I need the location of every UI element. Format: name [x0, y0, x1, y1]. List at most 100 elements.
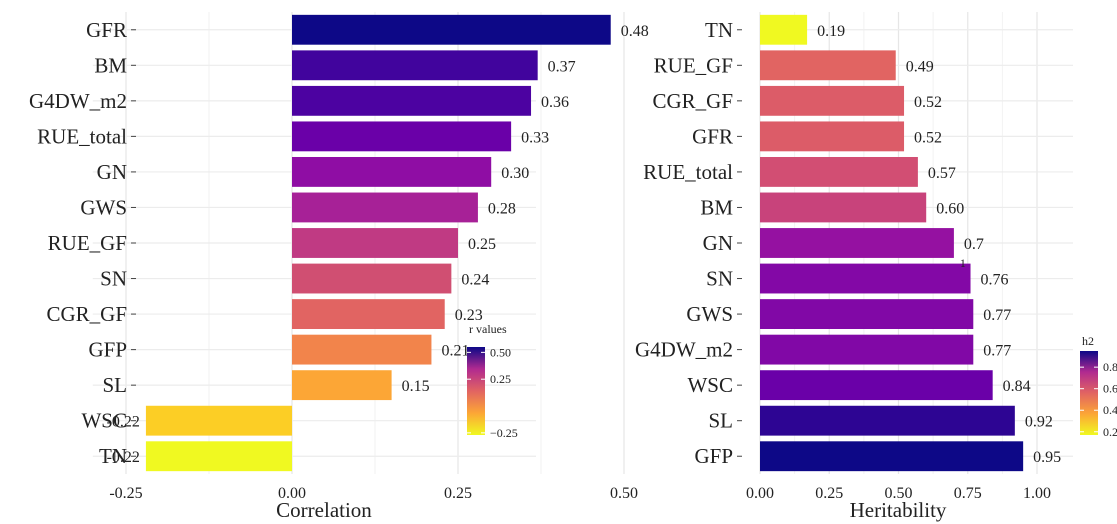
correlation-x-tick-label: 0.00	[278, 485, 306, 502]
heritability-category-label: BM	[700, 195, 733, 219]
heritability-x-tick-label: 0.25	[815, 485, 843, 502]
heritability-legend-tick-label: 0.4	[1103, 403, 1117, 417]
correlation-category-label: BM	[94, 53, 127, 77]
heritability-bar	[760, 299, 974, 330]
correlation-category-label: GN	[97, 160, 127, 184]
heritability-value-label: 0.7	[964, 236, 984, 253]
heritability-bar	[760, 334, 974, 365]
correlation-value-label: 0.37	[548, 58, 576, 75]
correlation-category-label: TN	[99, 444, 127, 468]
heritability-category-label: RUE_total	[643, 160, 733, 184]
correlation-legend-tick-label: 0.50	[490, 345, 511, 359]
correlation-bar	[292, 14, 611, 45]
correlation-legend-tick-label: 0.25	[490, 372, 511, 386]
heritability-bar	[760, 14, 808, 45]
heritability-value-label: 0.76	[981, 272, 1009, 289]
heritability-value-label: 0.57	[928, 165, 956, 182]
correlation-bar	[145, 405, 292, 436]
heritability-category-label: GWS	[686, 302, 733, 326]
correlation-bar	[292, 370, 392, 401]
heritability-value-label: 0.19	[817, 23, 845, 40]
heritability-category-label: RUE_GF	[654, 53, 733, 77]
correlation-bar	[292, 334, 432, 365]
heritability-stray-label: 1	[960, 256, 966, 270]
heritability-bar	[760, 85, 905, 116]
correlation-value-label: 0.21	[441, 343, 469, 360]
heritability-category-label: G4DW_m2	[635, 338, 733, 362]
correlation-bar	[292, 192, 478, 223]
heritability-category-label: TN	[705, 18, 733, 42]
heritability-bar	[760, 370, 993, 401]
correlation-category-label: GWS	[80, 195, 127, 219]
heritability-bar	[760, 121, 905, 152]
heritability-bar	[760, 441, 1024, 472]
heritability-value-label: 0.95	[1033, 449, 1061, 466]
heritability-category-label: GFR	[692, 124, 733, 148]
correlation-value-label: 0.28	[488, 200, 516, 217]
correlation-bar	[292, 228, 458, 258]
heritability-legend-colorbar	[1080, 351, 1098, 435]
correlation-value-label: 0.30	[501, 165, 529, 182]
correlation-bar	[292, 156, 492, 187]
correlation-value-label: 0.24	[461, 272, 489, 289]
heritability-bar	[760, 156, 918, 187]
correlation-category-label: GFR	[86, 18, 127, 42]
heritability-category-label: SN	[706, 267, 733, 291]
heritability-category-label: GN	[703, 231, 733, 255]
heritability-value-label: 0.60	[936, 200, 964, 217]
heritability-value-label: 0.52	[914, 94, 942, 111]
heritability-bar	[760, 263, 971, 294]
correlation-legend-title: r values	[469, 322, 507, 336]
heritability-bar	[760, 192, 927, 223]
heritability-legend-tick-label: 0.2	[1103, 425, 1117, 439]
correlation-value-label: 0.25	[468, 236, 496, 253]
heritability-category-label: WSC	[687, 373, 733, 397]
heritability-legend-title: h2	[1082, 334, 1094, 348]
correlation-category-label: RUE_GF	[48, 231, 127, 255]
correlation-value-label: 0.23	[455, 307, 483, 324]
correlation-x-tick-label: -0.25	[109, 485, 142, 502]
heritability-x-axis-title: Heritability	[850, 498, 947, 522]
heritability-value-label: 0.92	[1025, 414, 1053, 431]
correlation-category-label: CGR_GF	[46, 302, 127, 326]
correlation-bar	[292, 121, 512, 152]
correlation-category-label: SL	[102, 373, 127, 397]
correlation-bar	[292, 299, 445, 330]
correlation-bar	[292, 85, 532, 116]
heritability-value-label: 0.84	[1003, 378, 1031, 395]
heritability-x-tick-label: 0.75	[954, 485, 982, 502]
correlation-legend-tick-label: −0.25	[490, 426, 518, 440]
heritability-x-tick-label: 1.00	[1023, 485, 1051, 502]
correlation-category-label: WSC	[81, 409, 127, 433]
heritability-bar	[760, 228, 954, 258]
heritability-category-label: SL	[708, 409, 733, 433]
correlation-x-axis-title: Correlation	[276, 498, 372, 522]
correlation-value-label: 0.48	[621, 23, 649, 40]
correlation-value-label: -0.22	[107, 449, 140, 466]
correlation-value-label: 0.15	[402, 378, 430, 395]
heritability-value-label: 0.77	[983, 343, 1011, 360]
correlation-bar	[145, 441, 292, 472]
correlation-legend-colorbar	[467, 347, 485, 435]
correlation-value-label: -0.22	[107, 414, 140, 431]
heritability-category-label: CGR_GF	[652, 89, 733, 113]
heritability-x-tick-label: 0.00	[746, 485, 774, 502]
correlation-value-label: 0.36	[541, 94, 569, 111]
heritability-bar	[760, 405, 1015, 436]
heritability-x-tick-label: 0.50	[885, 485, 913, 502]
heritability-bar	[760, 50, 896, 81]
heritability-panel: Heritability TN 0.19 RUE_GF 0.49 CGR_GF 0.52 G…	[635, 12, 1117, 522]
correlation-bar	[292, 263, 452, 294]
correlation-x-tick-label: 0.50	[610, 485, 638, 502]
heritability-category-label: GFP	[694, 444, 733, 468]
correlation-category-label: G4DW_m2	[29, 89, 127, 113]
correlation-bar	[292, 50, 538, 81]
heritability-value-label: 0.77	[983, 307, 1011, 324]
heritability-legend-tick-label: 0.8	[1103, 360, 1117, 374]
correlation-category-label: SN	[100, 267, 127, 291]
correlation-value-label: 0.33	[521, 129, 549, 146]
heritability-value-label: 0.52	[914, 129, 942, 146]
correlation-category-label: GFP	[88, 338, 127, 362]
heritability-value-label: 0.49	[906, 58, 934, 75]
